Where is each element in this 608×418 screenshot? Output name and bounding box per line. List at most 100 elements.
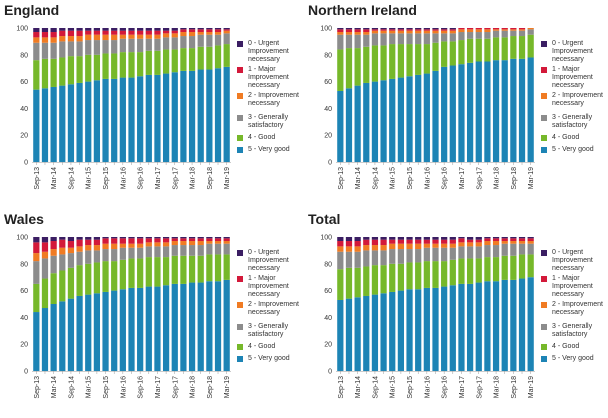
bar-segment <box>214 32 222 35</box>
x-tick-label: Mar-15 <box>86 167 93 189</box>
bar-segment <box>93 30 101 35</box>
bar-segment <box>180 29 187 33</box>
bar-segment <box>76 41 83 57</box>
bar-segment <box>41 37 49 43</box>
bar-segment <box>423 30 430 34</box>
x-tick-label: Mar-15 <box>86 376 93 398</box>
bar-segment <box>137 237 144 239</box>
y-tick-label: 0 <box>24 369 28 376</box>
bar-segment <box>415 28 422 30</box>
x-tick-label: Sep-18 <box>207 376 214 399</box>
bar-segment <box>93 239 101 246</box>
bar-segment <box>441 33 448 42</box>
bar-segment <box>527 28 534 30</box>
bar-segment <box>441 41 448 67</box>
bar-segment <box>458 32 465 41</box>
bar-segment <box>354 251 361 268</box>
bar-segment <box>423 73 430 162</box>
bar-segment <box>50 273 57 304</box>
x-tick-label: Mar-17 <box>459 376 466 398</box>
bar-segment <box>102 237 109 239</box>
bar-segment <box>128 237 135 239</box>
bar-segment <box>337 32 344 35</box>
legend-swatch <box>237 324 243 330</box>
bar-segment <box>466 246 474 259</box>
bar-segment <box>423 239 430 244</box>
bar-segment <box>137 287 144 371</box>
bar-segment <box>111 238 118 244</box>
legend-swatch <box>541 115 547 121</box>
bar-segment <box>111 78 118 162</box>
bar-segment <box>171 237 178 239</box>
bar-segment <box>527 241 534 244</box>
bar-segment <box>354 246 361 252</box>
bar-segment <box>111 34 118 41</box>
bar-segment <box>171 238 178 242</box>
bar-segment <box>371 265 379 295</box>
bar-segment <box>337 251 344 270</box>
legend-swatch <box>541 356 547 362</box>
bar-segment <box>441 30 448 34</box>
legend-swatch <box>237 276 243 282</box>
bar-segment <box>380 237 387 240</box>
bar-segment <box>492 241 500 246</box>
bar-segment <box>188 245 196 256</box>
bar-segment <box>93 28 101 31</box>
bar-segment <box>67 267 75 299</box>
bar-segment <box>171 28 178 31</box>
bar-segment <box>171 37 178 50</box>
legend-swatch <box>237 147 243 153</box>
bar-segment <box>475 246 482 259</box>
bar-segment <box>337 34 344 50</box>
y-tick-label: 60 <box>20 79 28 86</box>
x-tick-label: Mar-16 <box>424 167 431 189</box>
bar-segment <box>371 30 379 34</box>
x-tick-label: Sep-18 <box>511 376 518 399</box>
bar-segment <box>354 297 361 371</box>
bar-segment <box>484 245 491 258</box>
y-tick-label: 40 <box>20 315 28 322</box>
bar-segment <box>397 290 405 371</box>
bar-segment <box>33 312 40 371</box>
y-tick-label: 80 <box>324 52 332 59</box>
bar-segment <box>85 237 92 240</box>
bar-segment <box>510 279 517 371</box>
bar-segment <box>380 45 387 81</box>
bar-segment <box>119 30 126 35</box>
legend-label: 3 - Generally satisfactory <box>248 114 289 129</box>
bar-segment <box>33 253 40 262</box>
x-tick-label: Sep-15 <box>103 376 110 399</box>
bar-segment <box>162 33 170 38</box>
bar-segment <box>406 30 413 34</box>
bar-segment <box>154 286 161 371</box>
bar-segment <box>50 255 57 274</box>
bar-segment <box>85 30 92 35</box>
x-tick-label: Mar-17 <box>155 376 162 398</box>
bar-segment <box>206 34 213 47</box>
bar-segment <box>380 239 387 246</box>
bar-segment <box>449 239 456 244</box>
x-tick-label: Mar-19 <box>224 376 231 398</box>
bar-segment <box>510 29 517 31</box>
legend-label: 2 - Improvement necessary <box>552 301 603 316</box>
bar-segment <box>397 243 405 250</box>
x-tick-label: Sep-15 <box>407 167 414 190</box>
bar-segment <box>59 28 66 31</box>
bar-segment <box>180 28 187 30</box>
bar-segment <box>154 237 161 239</box>
bar-segment <box>397 77 405 162</box>
bar-segment <box>337 29 344 33</box>
bar-segment <box>484 237 491 239</box>
bar-segment <box>441 247 448 262</box>
bar-segment <box>380 30 387 34</box>
bar-segment <box>475 32 482 39</box>
bar-segment <box>484 281 491 371</box>
bar-segment <box>59 247 66 255</box>
bar-segment <box>345 32 353 35</box>
x-tick-label: Sep-13 <box>34 167 41 190</box>
bar-segment <box>197 238 204 242</box>
bar-segment <box>484 38 491 62</box>
bar-segment <box>93 237 101 240</box>
bar-segment <box>162 238 170 243</box>
bar-segment <box>206 32 213 35</box>
